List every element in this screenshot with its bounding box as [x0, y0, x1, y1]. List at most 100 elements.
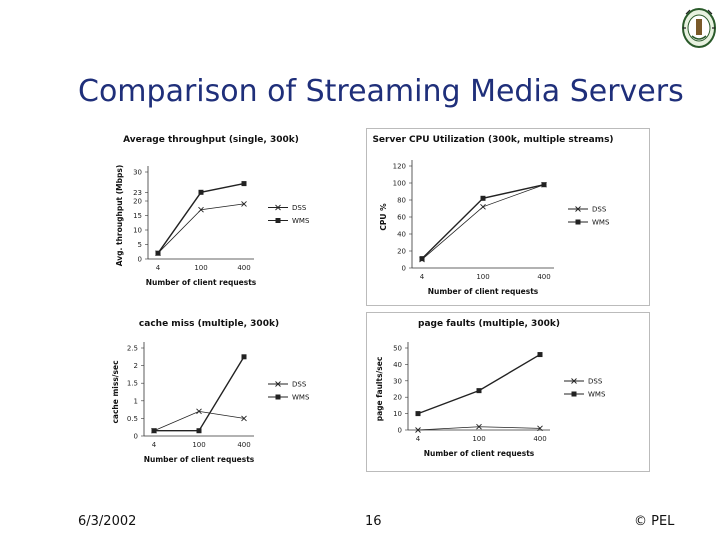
- chart-panel: [366, 312, 650, 472]
- legend-item-wms: WMS: [568, 219, 610, 227]
- legend-label: WMS: [588, 391, 606, 399]
- legend-label: DSS: [588, 378, 603, 386]
- footer-date: 6/3/2002: [78, 514, 137, 529]
- data-point-wms: [537, 352, 543, 358]
- chart-cpu-utilization: Server CPU Utilization (300k, multiple s…: [366, 128, 650, 306]
- data-point-dss: [241, 201, 247, 207]
- x-tick-label: 4: [156, 264, 161, 272]
- legend-label: WMS: [292, 217, 310, 225]
- y-tick-label: 0.5: [127, 415, 138, 423]
- y-tick-label: 0: [138, 256, 142, 264]
- data-point-wms: [480, 195, 486, 201]
- y-tick-label: 23: [133, 189, 142, 197]
- y-tick-label: 40: [393, 361, 402, 369]
- legend-item-wms: WMS: [268, 217, 310, 225]
- legend-label: WMS: [292, 394, 310, 402]
- legend-item-dss: DSS: [564, 378, 603, 386]
- y-tick-label: 5: [138, 241, 142, 249]
- data-point-wms: [541, 182, 547, 188]
- data-point-dss: [241, 415, 247, 422]
- y-tick-label: 0: [134, 433, 138, 441]
- chart-average-throughput: Average throughput (single, 300k) 0 5 10 15 2…: [78, 128, 362, 293]
- y-tick-label: 30: [393, 377, 402, 385]
- chart-title: Average throughput (single, 300k): [123, 135, 299, 145]
- legend-label: DSS: [592, 206, 607, 214]
- y-tick-label: 1: [134, 397, 138, 405]
- chart-cache-miss: cache miss (multiple, 300k) 0 0.5 1 1.5 2 2.5 4…: [78, 312, 362, 480]
- y-tick-label: 100: [393, 180, 406, 188]
- y-tick-label: 1.5: [127, 380, 138, 388]
- chart-title: Server CPU Utilization (300k, multiple s…: [372, 135, 613, 145]
- data-point-wms: [415, 411, 421, 417]
- chart-panel: [78, 128, 362, 293]
- y-tick-label: 0: [398, 427, 402, 435]
- x-axis-label: Number of client requests: [424, 449, 535, 458]
- x-axis-label: Number of client requests: [146, 278, 257, 287]
- legend-item-dss: DSS: [568, 206, 607, 214]
- data-point-wms: [241, 354, 247, 360]
- university-seal-icon: [680, 4, 718, 56]
- y-axis-label: cache miss/sec: [111, 360, 120, 423]
- y-tick-label: 0: [402, 265, 406, 273]
- chart-page-faults: page faults (multiple, 300k) 0 10 20 30 40 50 4…: [366, 312, 650, 472]
- y-axis-label: page faults/sec: [375, 357, 384, 422]
- y-tick-label: 10: [393, 410, 402, 418]
- data-point-dss: [476, 423, 482, 430]
- x-axis-label: Number of client requests: [144, 455, 255, 464]
- y-tick-label: 20: [393, 394, 402, 402]
- x-tick-label: 4: [152, 441, 157, 449]
- data-point-wms: [151, 428, 157, 434]
- legend-item-dss: DSS: [268, 204, 307, 212]
- y-tick-label: 50: [393, 345, 402, 353]
- y-tick-label: 2: [134, 362, 138, 370]
- data-point-wms: [419, 256, 425, 262]
- y-axis-label: CPU %: [379, 203, 388, 231]
- y-tick-label: 40: [397, 231, 406, 239]
- y-tick-label: 80: [397, 197, 406, 205]
- legend-item-dss: DSS: [268, 381, 307, 389]
- chart-svg: cache miss (multiple, 300k) 0 0.5 1 1.5 2 2.5 4…: [78, 312, 362, 480]
- data-point-dss: [198, 206, 204, 213]
- y-tick-label: 60: [397, 214, 406, 222]
- x-tick-label: 4: [416, 435, 421, 443]
- y-tick-label: 10: [133, 227, 142, 235]
- chart-svg: Average throughput (single, 300k) 0 5 10 15 2…: [78, 128, 362, 293]
- chart-title: page faults (multiple, 300k): [418, 319, 560, 329]
- x-tick-label: 100: [472, 435, 485, 443]
- chart-svg: Server CPU Utilization (300k, multiple s…: [366, 128, 650, 306]
- chart-svg: page faults (multiple, 300k) 0 10 20 30 40 50 4…: [366, 312, 650, 472]
- y-tick-label: 30: [133, 169, 142, 177]
- y-tick-label: 2.5: [127, 345, 138, 353]
- x-axis-label: Number of client requests: [428, 287, 539, 296]
- legend-item-wms: WMS: [564, 391, 606, 399]
- data-point-wms: [476, 388, 482, 394]
- x-tick-label: 100: [476, 273, 489, 281]
- data-point-dss: [196, 408, 202, 415]
- x-tick-label: 400: [237, 441, 250, 449]
- legend-label: DSS: [292, 381, 307, 389]
- x-tick-label: 400: [237, 264, 250, 272]
- x-tick-label: 4: [420, 273, 425, 281]
- data-point-dss: [537, 425, 543, 432]
- data-point-dss: [480, 203, 486, 210]
- x-tick-label: 400: [537, 273, 550, 281]
- footer-copyright: © PEL: [634, 514, 675, 529]
- x-tick-label: 400: [533, 435, 546, 443]
- y-tick-label: 20: [397, 248, 406, 256]
- footer-page-number: 16: [365, 514, 382, 529]
- legend-label: DSS: [292, 204, 307, 212]
- x-tick-label: 100: [192, 441, 205, 449]
- x-tick-label: 100: [194, 264, 207, 272]
- y-tick-label: 15: [133, 212, 142, 220]
- y-axis-label: Avg. throughput (Mbps): [115, 165, 124, 267]
- legend-item-wms: WMS: [268, 394, 310, 402]
- y-tick-label: 120: [393, 163, 406, 171]
- legend-label: WMS: [592, 219, 610, 227]
- slide-title: Comparison of Streaming Media Servers: [78, 74, 684, 109]
- data-point-dss: [415, 427, 421, 433]
- data-point-wms: [196, 428, 202, 434]
- y-tick-label: 20: [133, 198, 142, 206]
- chart-panel: [366, 128, 650, 306]
- data-point-wms: [155, 250, 161, 256]
- data-point-wms: [198, 189, 204, 195]
